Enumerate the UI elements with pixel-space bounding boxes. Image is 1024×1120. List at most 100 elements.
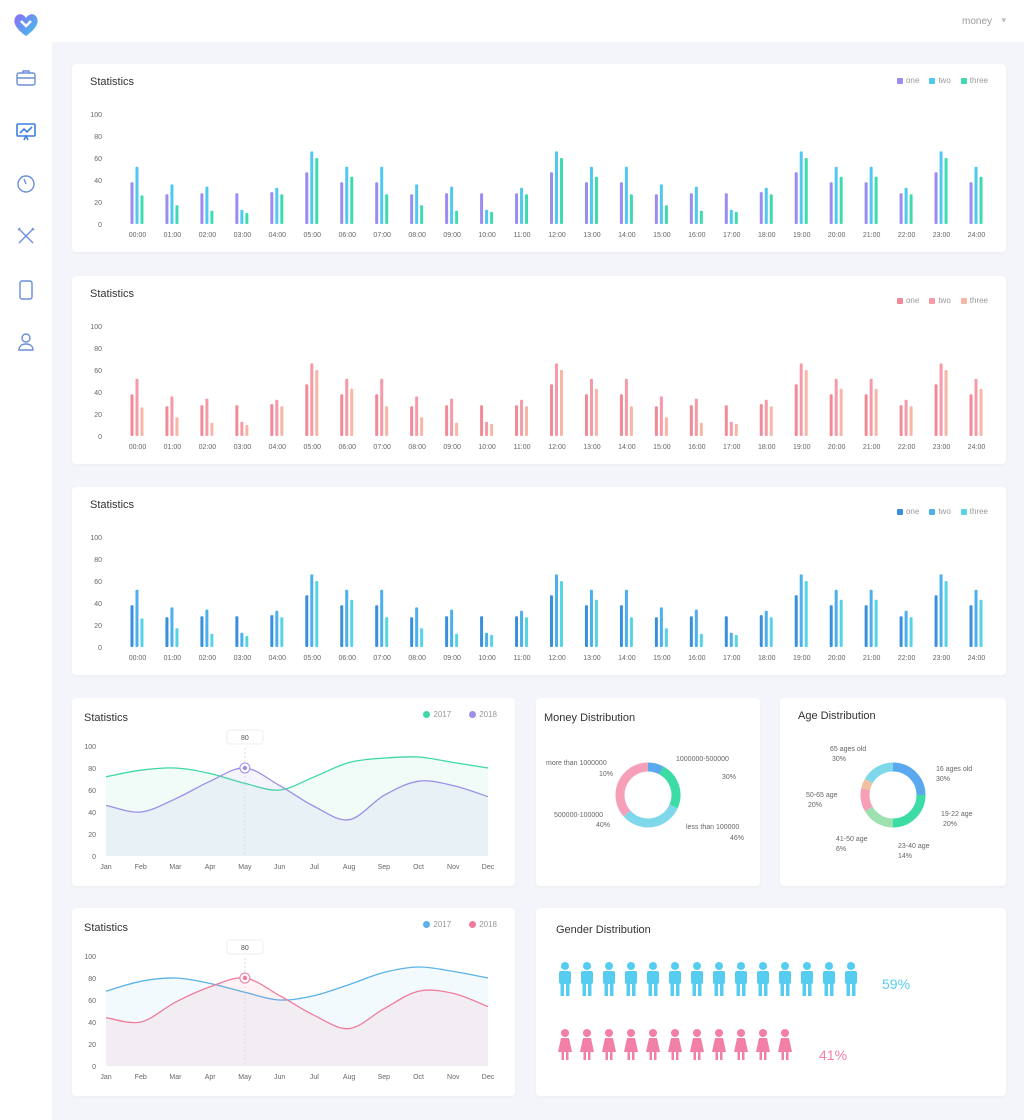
bar	[589, 378, 593, 436]
male-person-icon	[713, 962, 725, 996]
bar	[829, 605, 833, 647]
donut-label: 41-50 age	[836, 836, 868, 843]
bar	[804, 370, 808, 436]
bar	[589, 589, 593, 647]
bar	[490, 423, 494, 436]
bar	[480, 405, 484, 436]
legend-item[interactable]: one	[896, 296, 919, 305]
bar	[839, 176, 843, 224]
x-tick-label: Feb	[135, 1074, 147, 1081]
x-tick-label: 07:00	[373, 232, 391, 239]
bar	[455, 422, 459, 436]
bar	[515, 616, 519, 647]
donut-label: more than 1000000	[546, 760, 607, 767]
x-tick-label: 07:00	[373, 655, 391, 662]
legend-item[interactable]: three	[960, 76, 988, 85]
bar	[699, 210, 703, 224]
presentation-chart-icon[interactable]	[14, 120, 38, 144]
bar	[315, 158, 319, 224]
bar	[315, 581, 319, 647]
x-tick-label: 17:00	[723, 444, 741, 451]
legend-item[interactable]: 2017	[423, 710, 451, 719]
legend-item[interactable]: three	[960, 507, 988, 516]
y-tick-label: 0	[98, 434, 102, 441]
legend-item[interactable]: 2017	[423, 920, 451, 929]
bar	[724, 405, 728, 436]
y-tick-label: 20	[94, 623, 102, 630]
tablet-icon[interactable]	[14, 278, 38, 302]
bar	[694, 609, 698, 647]
chart-legend: one two three	[896, 507, 988, 516]
bar	[135, 589, 139, 647]
bar	[629, 194, 633, 224]
bar	[629, 406, 633, 436]
line-chart-card: Statistics 2017 2018 0 20 40 60 80 100 Jan Feb M…	[72, 908, 515, 1096]
chart-legend: 2017 2018	[423, 710, 497, 719]
donut-label: 16 ages old	[936, 766, 972, 773]
x-tick-label: 08:00	[408, 655, 426, 662]
donut-slice	[615, 762, 649, 817]
legend-item[interactable]: 2018	[469, 710, 497, 719]
user-name[interactable]: money	[961, 16, 992, 27]
briefcase-icon[interactable]	[14, 66, 38, 90]
bar	[170, 607, 174, 647]
bar	[969, 394, 973, 436]
y-tick-label: 20	[88, 1042, 96, 1049]
legend-item[interactable]: two	[929, 76, 951, 85]
legend-item[interactable]: one	[896, 76, 919, 85]
user-icon[interactable]	[14, 330, 38, 354]
tools-icon[interactable]	[14, 224, 38, 248]
female-person-icon	[756, 1029, 770, 1060]
bar	[445, 616, 449, 647]
bar	[165, 617, 169, 647]
x-tick-label: Jun	[274, 1074, 285, 1081]
chevron-down-icon[interactable]: ▾	[1001, 15, 1006, 25]
male-percentage: 59%	[882, 976, 911, 992]
bar	[455, 210, 459, 224]
x-tick-label: 12:00	[548, 655, 566, 662]
bar	[839, 388, 843, 436]
bar	[200, 405, 204, 436]
bar	[694, 186, 698, 224]
x-tick-label: 08:00	[408, 444, 426, 451]
legend-item[interactable]: two	[929, 296, 951, 305]
bar	[410, 406, 414, 436]
chart-legend: one two three	[896, 296, 988, 305]
bar	[275, 187, 279, 224]
gauge-icon[interactable]	[14, 172, 38, 196]
legend-item[interactable]: three	[960, 296, 988, 305]
x-tick-label: Mar	[169, 864, 182, 871]
bar	[480, 616, 484, 647]
bar	[245, 636, 249, 647]
female-person-icon	[712, 1029, 726, 1060]
x-tick-label: 18:00	[758, 444, 776, 451]
bar	[455, 633, 459, 647]
x-tick-label: Dec	[482, 864, 495, 871]
legend-item[interactable]: two	[929, 507, 951, 516]
bar	[974, 378, 978, 436]
x-tick-label: Feb	[135, 864, 147, 871]
x-tick-label: 10:00	[478, 655, 496, 662]
legend-item[interactable]: 2018	[469, 920, 497, 929]
bar	[305, 595, 309, 647]
x-tick-label: 23:00	[933, 444, 951, 451]
x-tick-label: 16:00	[688, 232, 706, 239]
logo-icon[interactable]	[10, 8, 42, 40]
y-tick-label: 20	[94, 200, 102, 207]
x-tick-label: 22:00	[898, 655, 916, 662]
x-tick-label: 03:00	[234, 655, 252, 662]
bar	[140, 407, 144, 436]
y-tick-label: 40	[94, 390, 102, 397]
y-tick-label: 0	[98, 645, 102, 652]
x-tick-label: 14:00	[618, 655, 636, 662]
card-title: Statistics	[84, 712, 129, 724]
donut-label: 30%	[722, 774, 736, 781]
bar	[550, 384, 553, 436]
bar	[934, 384, 938, 436]
bar	[560, 370, 563, 436]
x-tick-label: Nov	[447, 1074, 460, 1081]
bar	[584, 182, 588, 224]
female-person-icon	[778, 1029, 792, 1060]
x-tick-label: Sep	[378, 1074, 391, 1081]
legend-item[interactable]: one	[896, 507, 919, 516]
